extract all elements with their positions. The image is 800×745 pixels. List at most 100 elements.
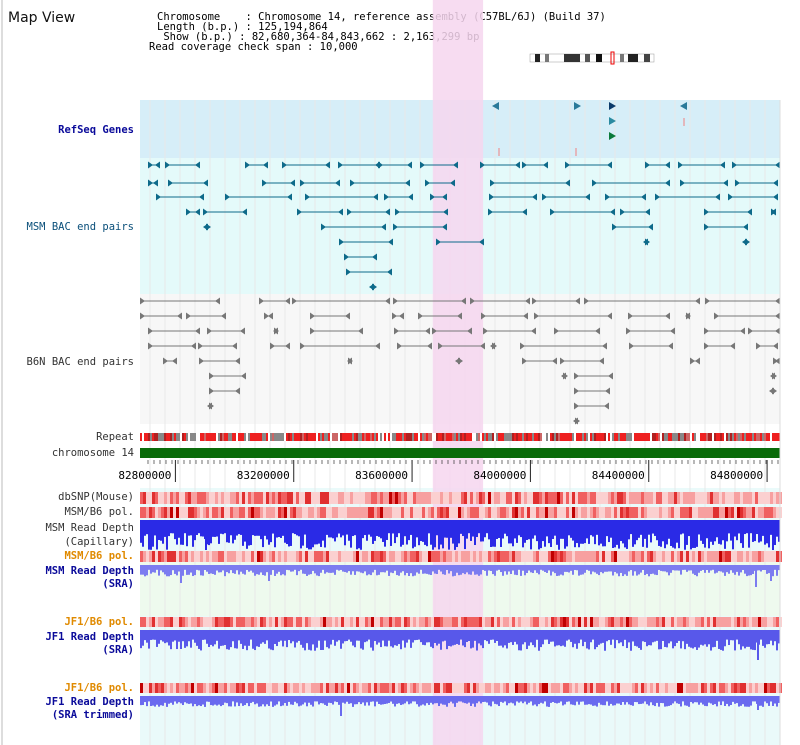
- jf1-b6-pol-mark: [524, 683, 527, 693]
- repeat-mark: [532, 433, 534, 441]
- msm-b6-pol-mark: [167, 507, 170, 518]
- msm-b6-pol-mark: [197, 551, 200, 562]
- msm-b6-pol-mark: [239, 551, 242, 562]
- jf1-depth-sra-bar: [568, 630, 570, 640]
- jf1-b6-pol-mark: [722, 683, 725, 693]
- b6n-bac-pair-end: [775, 357, 780, 365]
- jf1-depth-sra-bar: [576, 630, 578, 649]
- repeat-mark: [432, 433, 434, 441]
- jf1-b6-pol-mark: [212, 683, 215, 693]
- jf1-b6-pol-mark: [344, 683, 347, 693]
- jf1-b6-pol-mark: [662, 683, 665, 693]
- jf1-depth-sra-bar: [240, 630, 242, 644]
- jf1-b6-pol-mark: [509, 617, 512, 627]
- b6n-bac-pair-end: [195, 327, 200, 335]
- jf1-b6-pol-mark: [599, 617, 602, 627]
- repeat-mark: [394, 433, 396, 441]
- jf1-b6-pol-mark: [320, 683, 323, 693]
- msm-b6-pol-mark: [719, 551, 722, 562]
- jf1-b6-pol-mark: [473, 683, 476, 693]
- dbsnp-mark: [614, 492, 617, 504]
- jf1-depth-trimmed-bar: [294, 696, 296, 702]
- jf1-b6-pol-mark: [560, 617, 563, 627]
- repeat-mark: [302, 433, 304, 441]
- msm-depth-capillary-bar: [604, 520, 606, 547]
- jf1-b6-pol-mark: [560, 683, 563, 693]
- jf1-depth-sra-bar: [500, 630, 502, 646]
- jf1-depth-trimmed-bar: [462, 696, 464, 703]
- repeat-mark: [222, 433, 224, 441]
- jf1-b6-pol-mark: [587, 683, 590, 693]
- dbsnp-mark: [746, 492, 749, 504]
- jf1-depth-trimmed-bar: [616, 696, 618, 704]
- jf1-b6-pol-mark: [371, 683, 374, 693]
- jf1-depth-trimmed-bar: [206, 696, 208, 702]
- jf1-depth-trimmed-bar: [718, 696, 720, 702]
- msm-depth-sra-bar: [664, 565, 666, 572]
- jf1-depth-sra-bar: [312, 630, 314, 645]
- msm-depth-sra-bar: [346, 565, 348, 573]
- jf1-b6-pol-mark: [245, 617, 248, 627]
- repeat-mark: [686, 433, 688, 441]
- repeat-mark: [166, 433, 168, 441]
- msm-b6-pol-mark: [668, 507, 671, 518]
- jf1-b6-pol-mark: [776, 617, 779, 627]
- jf1-depth-sra-bar: [284, 630, 286, 641]
- b6n-bac-pair-end: [270, 342, 275, 350]
- b6n-bac-pair-end: [358, 327, 363, 335]
- repeat-mark: [648, 433, 650, 441]
- msm-depth-sra-bar: [724, 565, 726, 576]
- jf1-depth-trimmed-bar: [328, 696, 330, 703]
- jf1-depth-trimmed-bar: [484, 696, 486, 702]
- jf1-b6-pol-mark: [353, 617, 356, 627]
- msm-depth-capillary-bar: [770, 520, 772, 535]
- jf1-b6-pol-mark: [485, 683, 488, 693]
- msm-depth-sra-bar: [252, 565, 254, 573]
- msm-b6-pol-mark: [599, 507, 602, 518]
- msm-depth-sra-bar: [306, 565, 308, 576]
- jf1-depth-trimmed-bar: [500, 696, 502, 702]
- msm-depth-sra-bar: [256, 565, 258, 575]
- axis-tick-label: 82800000: [118, 469, 171, 482]
- msm-bac-pair-end: [515, 161, 520, 169]
- msm-b6-pol-mark: [626, 507, 629, 518]
- msm-depth-capillary-bar: [454, 520, 456, 550]
- msm-depth-sra-bar: [682, 565, 684, 570]
- jf1-depth-sra-bar: [302, 630, 304, 648]
- track-label-refseq[interactable]: RefSeq Genes: [58, 124, 134, 136]
- repeat-mark: [738, 433, 740, 441]
- track-label-msm-bac[interactable]: MSM BAC end pairs: [26, 221, 134, 233]
- jf1-b6-pol-mark: [470, 617, 473, 627]
- repeat-mark: [188, 433, 190, 441]
- jf1-b6-pol-mark: [620, 617, 623, 627]
- msm-depth-sra-bar: [660, 565, 662, 571]
- msm-b6-pol-mark: [593, 507, 596, 518]
- msm-b6-pol-mark: [641, 551, 644, 562]
- msm-b6-pol-mark: [209, 507, 212, 518]
- msm-depth-sra-bar: [430, 565, 432, 576]
- jf1-b6-pol-mark: [239, 617, 242, 627]
- msm-depth-capillary-bar: [760, 520, 762, 542]
- msm-b6-pol-mark: [380, 507, 383, 518]
- msm-depth-sra-bar: [588, 565, 590, 571]
- jf1-depth-trimmed-bar: [730, 696, 732, 705]
- jf1-b6-pol-mark: [629, 683, 632, 693]
- msm-depth-capillary-bar: [640, 520, 642, 535]
- msm-depth-capillary-bar: [352, 520, 354, 537]
- msm-depth-sra-bar: [698, 565, 700, 573]
- jf1-b6-pol-mark: [611, 617, 614, 627]
- jf1-depth-sra-bar: [258, 630, 260, 647]
- dbsnp-mark: [323, 492, 326, 504]
- msm-depth-sra-bar: [514, 565, 516, 575]
- msm-depth-capillary-bar: [376, 520, 378, 536]
- jf1-depth-trimmed-bar: [304, 696, 306, 703]
- repeat-mark: [304, 433, 306, 441]
- msm-b6-pol-mark: [698, 551, 701, 562]
- track-label-b6n-bac[interactable]: B6N BAC end pairs: [26, 356, 134, 368]
- msm-depth-sra-bar: [618, 565, 620, 577]
- msm-depth-capillary-bar: [430, 520, 432, 545]
- repeat-mark: [660, 433, 662, 441]
- jf1-depth-trimmed-bar: [720, 696, 722, 706]
- msm-b6-pol-mark: [398, 551, 401, 562]
